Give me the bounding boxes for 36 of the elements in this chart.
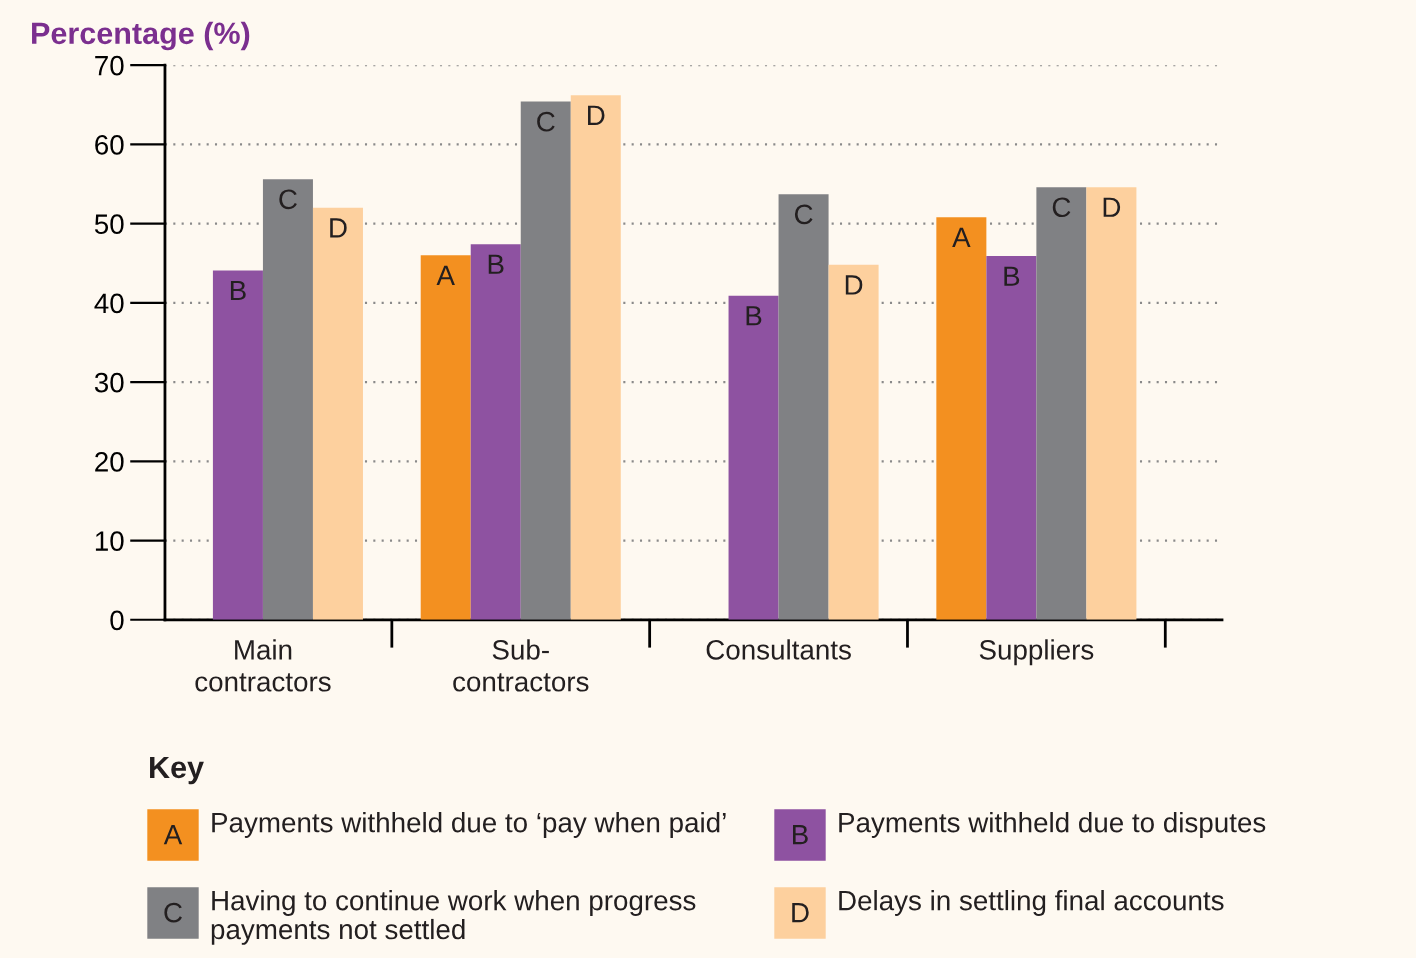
y-tick-label: 20 [95, 452, 124, 472]
data-label: D [1103, 197, 1121, 217]
data-label: B [488, 254, 504, 274]
legend-label: Delays in settling final accounts [839, 890, 1224, 916]
data-label: A [436, 265, 455, 285]
text: C [164, 902, 182, 923]
y-tick-label: 60 [95, 135, 124, 155]
data-label: D [845, 275, 863, 295]
y-tick-label: 30 [94, 372, 124, 393]
data-label: C [279, 189, 297, 210]
data-label: C [537, 111, 555, 132]
legend-title: Key [150, 756, 204, 785]
legend-label: Payments withheld due to disputes [839, 812, 1266, 838]
data-label: B [1004, 266, 1020, 286]
y-axis-title: Percentage (%) [32, 21, 250, 51]
text: D [792, 903, 809, 923]
data-label: B [230, 280, 246, 301]
y-tick-label: 70 [95, 55, 124, 76]
y-tick-label: 40 [94, 293, 124, 314]
data-label: D [330, 218, 347, 238]
x-tick-label: Main contractors [195, 639, 331, 692]
legend-label: Having to continue work when progress payments not settled [211, 890, 696, 945]
text: B [793, 825, 808, 845]
x-tick-label: Consultants [706, 639, 851, 660]
data-label: A [952, 227, 971, 247]
y-tick-label: 10 [95, 531, 124, 551]
data-label: C [1052, 197, 1071, 218]
data-label: C [794, 204, 813, 225]
data-label: D [588, 105, 605, 125]
text: A [163, 825, 183, 845]
data-label: B [746, 306, 762, 326]
x-tick-label: Sub-contractors [453, 639, 589, 692]
y-tick-label: 50 [94, 214, 124, 234]
x-tick-label: Suppliers [979, 639, 1094, 666]
y-tick-label: 0 [110, 610, 124, 631]
legend-label: Payments withheld due to ‘pay when paid’ [212, 812, 726, 838]
